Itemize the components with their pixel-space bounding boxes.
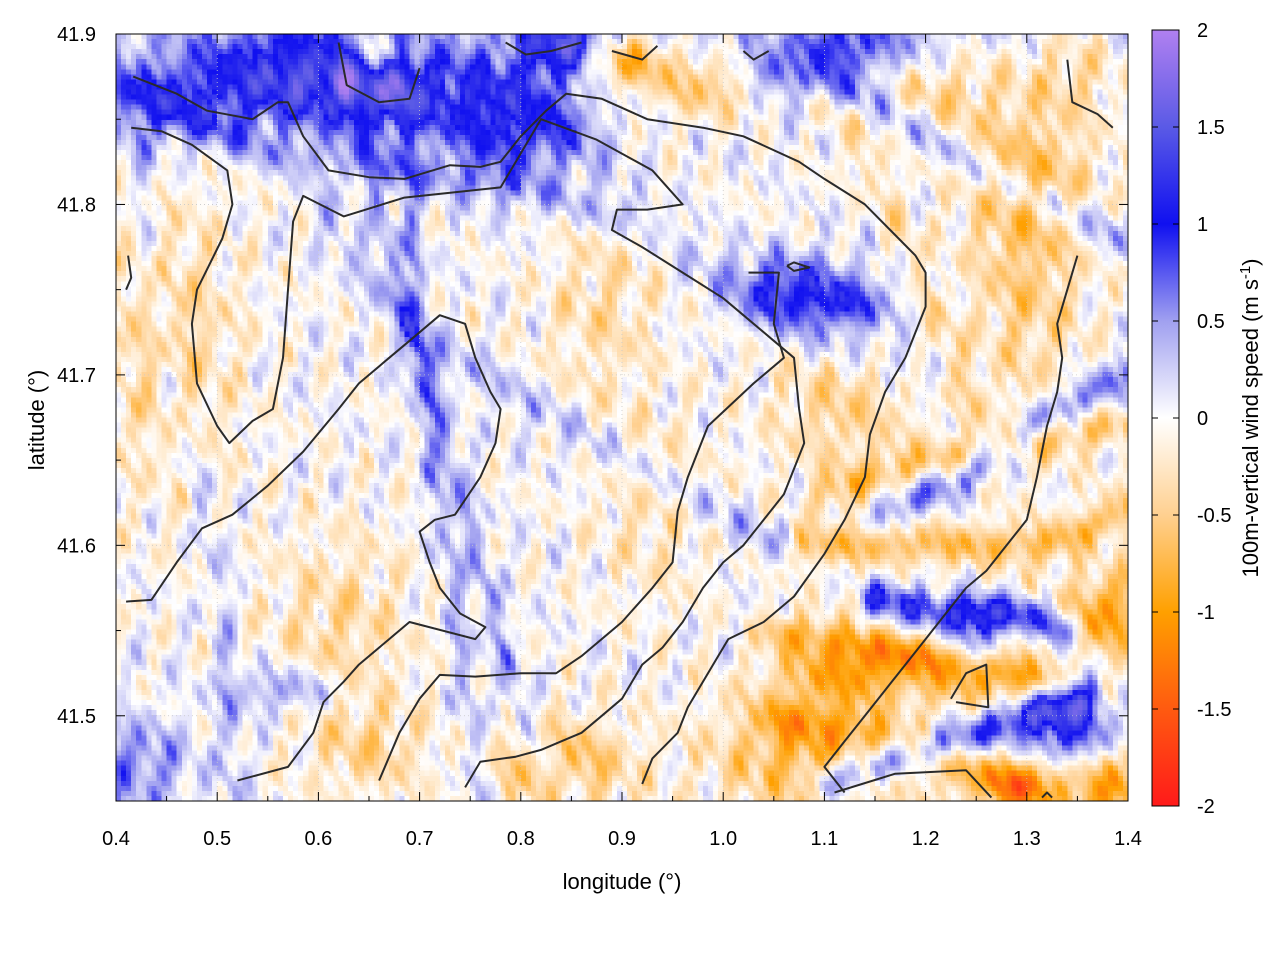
contour-line xyxy=(742,50,770,61)
x-tick-label: 0.8 xyxy=(507,828,535,850)
contour-line xyxy=(132,75,927,785)
x-tick-label: 0.6 xyxy=(304,828,332,850)
contour-line xyxy=(126,314,502,782)
x-tick-label: 1.4 xyxy=(1114,828,1142,850)
colorbar-tick-label: 0.5 xyxy=(1197,311,1225,333)
contour-line xyxy=(834,769,993,799)
contour-line xyxy=(950,663,990,709)
colorbar-ticks: -2 -1.5 -1 -0.5 0 0.5 1 1.5 2 xyxy=(1152,20,1231,818)
x-axis-ticks: 0.4 0.5 0.6 0.7 0.8 0.9 1.0 1.1 1.2 1.3 1.4 xyxy=(102,34,1142,850)
contour-line xyxy=(1041,791,1053,799)
x-tick-label: 1.3 xyxy=(1013,828,1041,850)
x-tick-label: 1.2 xyxy=(912,828,940,850)
colorbar-tick-label: -2 xyxy=(1197,796,1215,818)
x-tick-label: 0.7 xyxy=(406,828,434,850)
x-tick-label: 0.9 xyxy=(608,828,636,850)
y-tick-label: 41.9 xyxy=(57,24,96,46)
y-tick-label: 41.7 xyxy=(57,365,96,387)
contour-line xyxy=(786,261,811,272)
x-tick-label: 0.4 xyxy=(102,828,130,850)
y-axis-label: latitude (°) xyxy=(24,370,49,471)
colorbar-tick-label: 2 xyxy=(1197,20,1208,42)
y-tick-label: 41.5 xyxy=(57,706,96,728)
colorbar-tick-label: 1.5 xyxy=(1197,117,1225,139)
x-tick-label: 1.0 xyxy=(709,828,737,850)
contour-line xyxy=(378,271,785,781)
colorbar-label: 100m-vertical wind speed (m s-1) xyxy=(1237,258,1263,577)
y-tick-label: 41.8 xyxy=(57,194,96,216)
terrain-contours xyxy=(125,41,1114,799)
colorbar-label-exponent: -1 xyxy=(1237,266,1254,279)
colorbar-tick-label: -1.5 xyxy=(1197,699,1231,721)
x-tick-label: 0.5 xyxy=(203,828,231,850)
contour-line xyxy=(125,255,133,291)
colorbar-tick-label: -0.5 xyxy=(1197,505,1231,527)
x-axis-label: longitude (°) xyxy=(563,869,682,894)
colorbar-label-close: ) xyxy=(1238,258,1263,265)
colorbar-tick-label: -1 xyxy=(1197,602,1215,624)
x-tick-label: 1.1 xyxy=(810,828,838,850)
colorbar-label-main: 100m-vertical wind speed (m s xyxy=(1238,279,1263,577)
colorbar-tick-label: 1 xyxy=(1197,214,1208,236)
y-axis-ticks: 41.5 41.6 41.7 41.8 41.9 xyxy=(57,24,1128,802)
contour-line xyxy=(337,42,421,104)
contour-line xyxy=(1066,59,1114,129)
colorbar-tick-label: 0 xyxy=(1197,408,1208,430)
y-tick-label: 41.6 xyxy=(57,535,96,557)
grid-lines xyxy=(116,34,1128,801)
contour-line xyxy=(611,45,659,61)
contour-line xyxy=(505,41,582,56)
vertical-wind-speed-field xyxy=(116,34,1128,801)
contour-line xyxy=(131,118,806,788)
contour-line xyxy=(823,255,1079,794)
